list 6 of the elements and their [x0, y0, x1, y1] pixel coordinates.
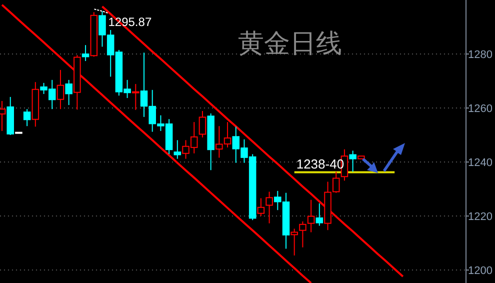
- title: 黄金日线: [238, 29, 342, 59]
- y-tick-label: 1220: [468, 211, 492, 224]
- y-tick-label: 1200: [468, 265, 492, 278]
- y-tick-label: 1280: [468, 49, 492, 62]
- y-tick-label: 1240: [468, 157, 492, 170]
- y-tick-label: 1260: [468, 103, 492, 116]
